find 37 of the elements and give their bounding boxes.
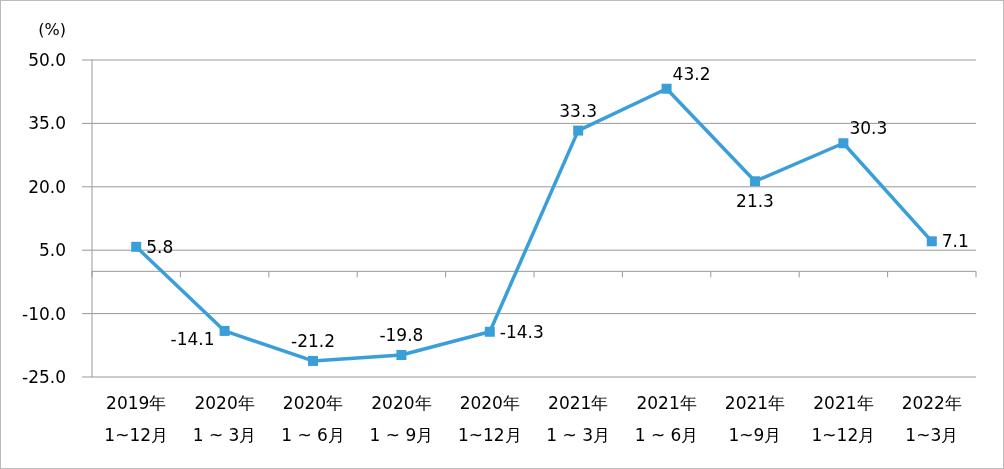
x-tick-label: 2021年 1 ~ 6月 <box>634 393 699 445</box>
data-label: 21.3 <box>736 191 774 212</box>
data-label: 30.3 <box>849 118 888 139</box>
y-tick-label: 50.0 <box>28 49 66 70</box>
x-tick-label: 2022年 1~3月 <box>901 393 962 445</box>
point <box>131 241 142 252</box>
point <box>396 350 407 361</box>
point <box>308 355 318 366</box>
point <box>484 326 495 337</box>
point <box>838 138 849 149</box>
y-tick-label: 20.0 <box>28 176 66 197</box>
y-tick-label: 35.0 <box>28 113 66 134</box>
point <box>661 83 672 94</box>
point <box>750 176 760 187</box>
data-label: 5.8 <box>146 236 174 257</box>
data-label: 7.1 <box>941 231 969 252</box>
point <box>926 236 937 247</box>
data-label: -14.1 <box>170 328 215 349</box>
data-label: -21.2 <box>291 330 335 351</box>
x-tick-label: 2021年 1~12月 <box>811 393 876 445</box>
x-tick-label: 2021年 1~9月 <box>724 393 786 445</box>
point <box>219 325 230 336</box>
x-tick-label: 2019年 1~12月 <box>104 393 169 445</box>
data-label: 33.3 <box>559 100 598 121</box>
x-tick-label: 2020年 1~12月 <box>457 393 522 445</box>
x-tick-label: 2021年 1 ~ 3月 <box>546 393 611 445</box>
x-tick-label: 2020年 1 ~ 9月 <box>369 393 434 445</box>
y-tick-label: -25.0 <box>22 366 66 387</box>
x-tick-label: 2020年 1 ~ 3月 <box>192 393 257 445</box>
y-tick-label: 5.0 <box>38 240 66 261</box>
data-label: 43.2 <box>672 63 711 84</box>
x-tick-label: 2020年 1 ~ 6月 <box>281 393 345 445</box>
y-tick-label: -10.0 <box>22 303 66 324</box>
y-axis-title: (%) <box>38 20 66 39</box>
data-label: -19.8 <box>379 324 424 345</box>
data-label: -14.3 <box>499 321 544 342</box>
point <box>573 125 584 136</box>
